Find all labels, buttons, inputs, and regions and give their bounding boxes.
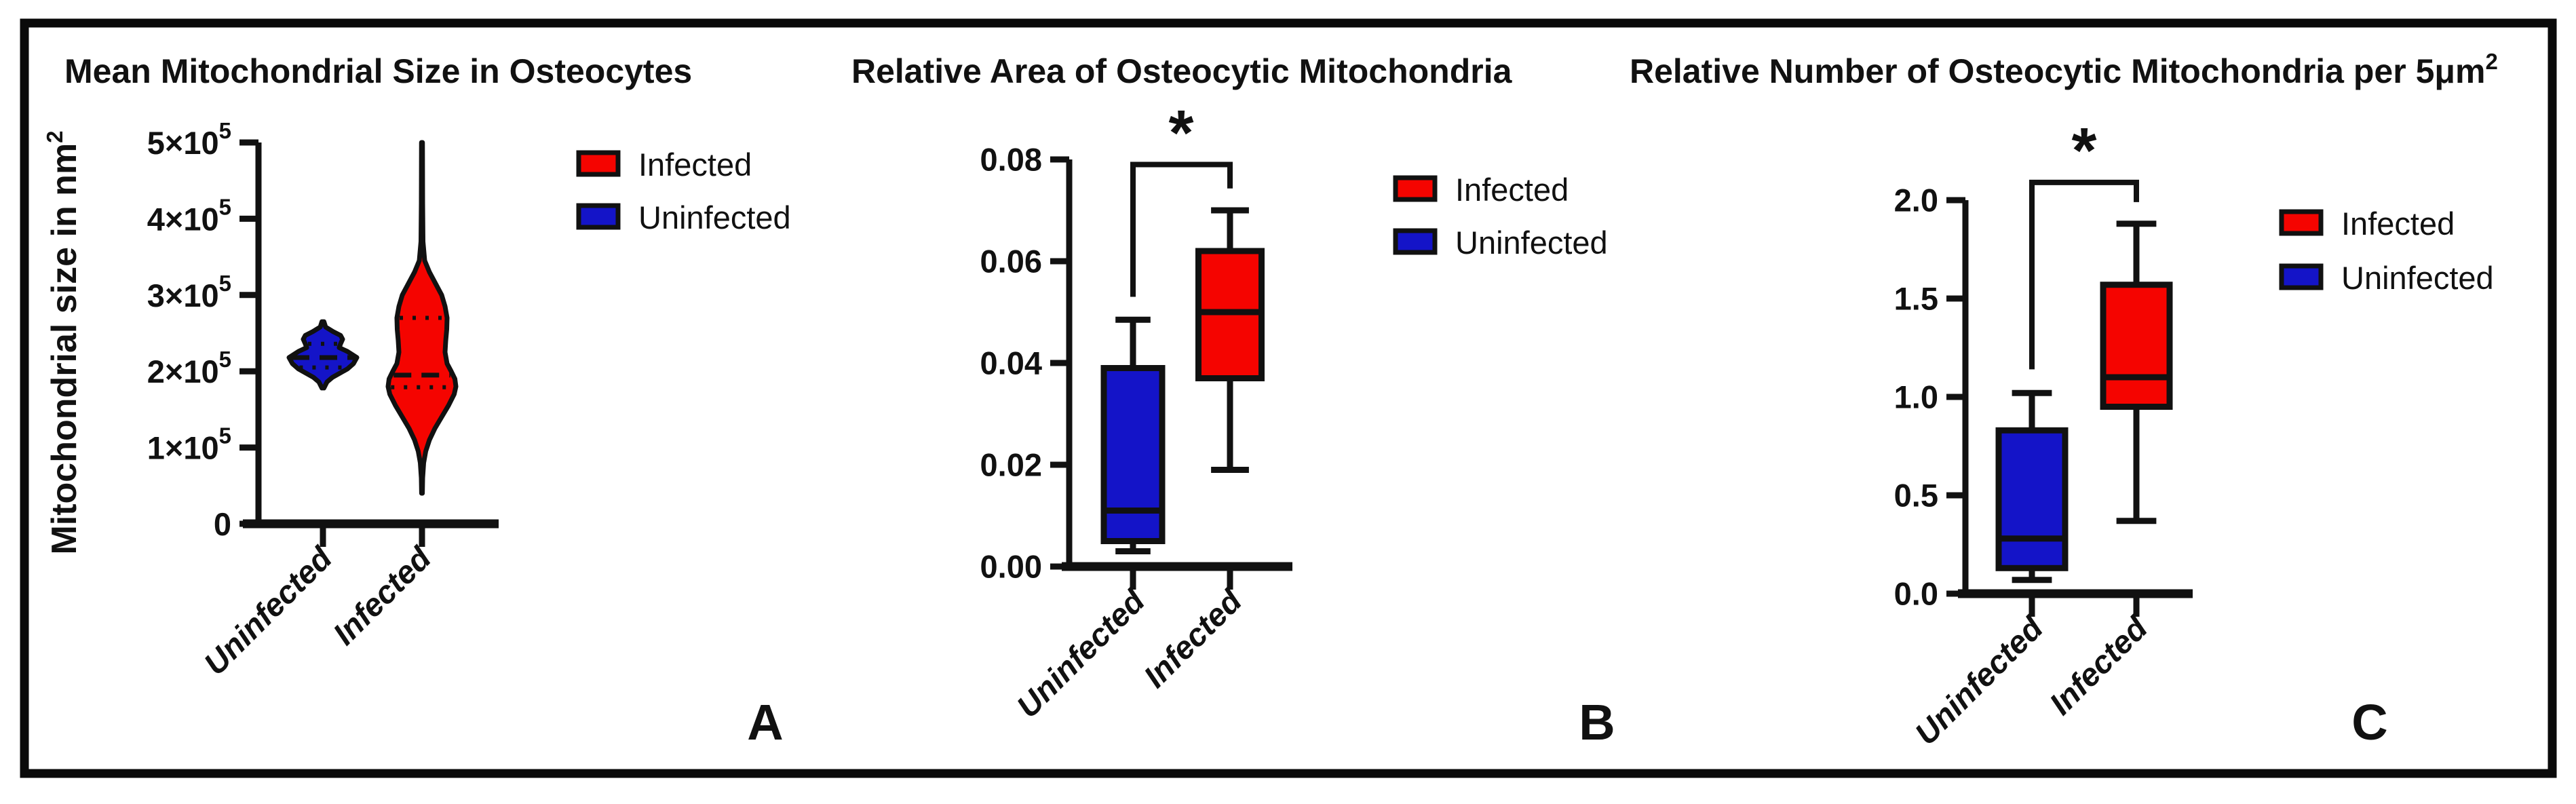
violin-infected [385, 140, 459, 496]
panel-b-plot-area: 0.00 0.02 0.04 0.06 0.08 [980, 142, 1292, 590]
legend-label-uninfected: Uninfected [638, 199, 791, 235]
panel-c-significance-star: * [2072, 115, 2097, 187]
panel-c-legend: Infected Uninfected [2279, 206, 2494, 296]
panel-a: Mean Mitochondrial Size in Osteocytes Mi… [42, 52, 791, 750]
y-tick-label: 0 [214, 506, 231, 542]
y-tick-label: 0.02 [980, 447, 1042, 483]
panel-c-xtick-uninfected: Uninfected [1908, 609, 2050, 752]
significance-bracket [1130, 161, 1233, 297]
y-tick-label: 4×105 [147, 194, 231, 237]
panel-b-legend: Infected Uninfected [1393, 172, 1608, 261]
y-tick-label: 1.0 [1894, 379, 1938, 415]
panel-c-title: Relative Number of Osteocytic Mitochondr… [1630, 49, 2498, 90]
panel-c-plot-area: 0.0 0.5 1.0 1.5 2.0 [1894, 179, 2193, 617]
panel-c: Relative Number of Osteocytic Mitochondr… [1630, 49, 2498, 752]
panel-b-xtick-uninfected: Uninfected [1010, 582, 1152, 725]
panel-b: Relative Area of Osteocytic Mitochondria… [851, 52, 1615, 750]
y-tick-label: 0.04 [980, 345, 1042, 381]
panel-a-xtick-uninfected: Uninfected [197, 539, 339, 682]
violin-uninfected [286, 319, 360, 391]
legend-swatch-infected [1393, 175, 1438, 202]
panel-a-plot-area: 0 1×105 2×105 3×105 4×105 5×105 [147, 118, 499, 547]
legend-label-infected: Infected [638, 147, 752, 183]
y-tick-label: 3×105 [147, 270, 231, 313]
panel-b-significance-star: * [1169, 97, 1194, 169]
y-tick-label: 0.00 [980, 549, 1042, 585]
legend-swatch-infected [576, 150, 621, 177]
y-tick-label: 0.0 [1894, 576, 1938, 612]
panel-a-y-axis-label: Mitochondrial size in nm2 [42, 130, 84, 554]
legend-label-uninfected: Uninfected [2341, 260, 2494, 296]
y-tick-label: 2.0 [1894, 183, 1938, 218]
panel-a-xtick-infected: Infected [326, 539, 438, 652]
panel-letter-c: C [2351, 694, 2387, 750]
y-tick-label: 1.5 [1894, 281, 1938, 317]
y-tick-label: 0.5 [1894, 478, 1938, 514]
significance-bracket [2029, 179, 2139, 370]
panel-b-xtick-infected: Infected [1136, 582, 1249, 695]
legend-label-infected: Infected [1455, 172, 1569, 208]
legend-swatch-uninfected [576, 203, 621, 230]
legend-swatch-uninfected [2279, 263, 2324, 290]
box-uninfected [1995, 427, 2069, 571]
panel-a-title: Mean Mitochondrial Size in Osteocytes [64, 52, 692, 90]
legend-swatch-infected [2279, 209, 2324, 236]
y-tick-label: 0.06 [980, 244, 1042, 280]
y-tick-label: 5×105 [147, 118, 231, 161]
box-infected [2100, 282, 2173, 410]
y-tick-label: 2×105 [147, 347, 231, 389]
legend-label-uninfected: Uninfected [1455, 225, 1608, 261]
panel-letter-a: A [747, 694, 783, 750]
figure-border [20, 18, 2557, 778]
legend-label-infected: Infected [2341, 206, 2455, 242]
panel-b-title: Relative Area of Osteocytic Mitochondria [851, 52, 1513, 90]
panel-letter-b: B [1579, 694, 1615, 750]
legend-swatch-uninfected [1393, 228, 1438, 255]
y-tick-label: 1×105 [147, 423, 231, 465]
panel-c-xtick-infected: Infected [2042, 609, 2155, 722]
box-uninfected [1100, 365, 1166, 544]
panel-a-legend: Infected Uninfected [576, 147, 791, 235]
y-tick-label: 0.08 [980, 142, 1042, 178]
